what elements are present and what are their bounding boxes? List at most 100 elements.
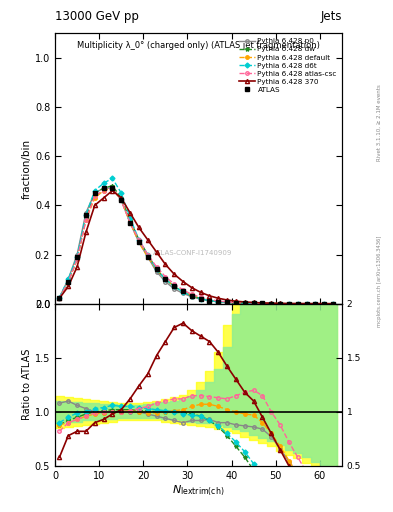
Pythia 6.428 370 [269, 300, 274, 306]
Pythia 6.428 default [286, 301, 291, 307]
Pythia 6.428 default [145, 254, 150, 260]
Pythia 6.428 atlas-csc [260, 301, 265, 307]
ATLAS [331, 301, 336, 307]
Pythia 6.428 default [172, 284, 176, 290]
Pythia 6.428 370 [260, 300, 265, 306]
Pythia 6.428 default [136, 239, 141, 245]
Pythia 6.428 d6t [278, 301, 283, 307]
Pythia 6.428 p0 [145, 254, 150, 260]
Line: Pythia 6.428 d6t: Pythia 6.428 d6t [58, 177, 335, 306]
Line: Pythia 6.428 p0: Pythia 6.428 p0 [58, 186, 335, 306]
Pythia 6.428 dw [233, 300, 238, 306]
ATLAS [233, 300, 238, 306]
Pythia 6.428 d6t [84, 212, 88, 218]
ATLAS [145, 254, 150, 260]
Pythia 6.428 atlas-csc [304, 301, 309, 307]
ATLAS [136, 239, 141, 245]
Pythia 6.428 atlas-csc [198, 294, 203, 301]
Pythia 6.428 default [296, 301, 300, 307]
Pythia 6.428 p0 [216, 299, 221, 305]
Pythia 6.428 p0 [331, 301, 336, 307]
Pythia 6.428 dw [278, 301, 283, 307]
ATLAS [286, 301, 291, 307]
Pythia 6.428 d6t [322, 301, 327, 307]
ATLAS [119, 197, 123, 203]
Pythia 6.428 d6t [216, 298, 221, 305]
ATLAS [84, 212, 88, 218]
Pythia 6.428 default [322, 301, 327, 307]
Text: ATLAS-CONF-I1740909: ATLAS-CONF-I1740909 [153, 250, 232, 256]
Pythia 6.428 atlas-csc [110, 185, 115, 191]
ATLAS [207, 297, 212, 304]
Pythia 6.428 370 [322, 301, 327, 307]
Pythia 6.428 dw [119, 195, 123, 201]
Pythia 6.428 d6t [145, 251, 150, 258]
Pythia 6.428 d6t [172, 284, 176, 290]
Pythia 6.428 d6t [128, 215, 132, 221]
Pythia 6.428 atlas-csc [313, 301, 318, 307]
Pythia 6.428 dw [128, 217, 132, 223]
ATLAS [313, 301, 318, 307]
Pythia 6.428 d6t [207, 297, 212, 304]
Pythia 6.428 370 [286, 301, 291, 307]
Pythia 6.428 370 [189, 285, 194, 291]
Pythia 6.428 d6t [119, 190, 123, 196]
Pythia 6.428 atlas-csc [84, 217, 88, 223]
Pythia 6.428 d6t [163, 276, 168, 282]
Pythia 6.428 370 [278, 301, 283, 307]
Pythia 6.428 atlas-csc [251, 300, 256, 306]
Pythia 6.428 dw [260, 301, 265, 307]
Pythia 6.428 d6t [225, 300, 230, 306]
Pythia 6.428 p0 [84, 209, 88, 216]
Line: Pythia 6.428 370: Pythia 6.428 370 [57, 188, 335, 306]
Pythia 6.428 dw [145, 251, 150, 258]
Pythia 6.428 atlas-csc [57, 295, 62, 302]
Pythia 6.428 370 [119, 195, 123, 201]
Pythia 6.428 dw [181, 289, 185, 295]
Pythia 6.428 atlas-csc [207, 296, 212, 303]
ATLAS [260, 301, 265, 307]
Pythia 6.428 default [57, 295, 62, 302]
Pythia 6.428 p0 [181, 290, 185, 296]
Pythia 6.428 d6t [101, 180, 106, 186]
ATLAS [198, 296, 203, 302]
Pythia 6.428 default [278, 301, 283, 307]
Text: mcplots.cern.ch [arXiv:1306.3436]: mcplots.cern.ch [arXiv:1306.3436] [377, 236, 382, 327]
Pythia 6.428 370 [66, 284, 71, 290]
Pythia 6.428 atlas-csc [119, 197, 123, 203]
Pythia 6.428 p0 [57, 294, 62, 301]
Pythia 6.428 atlas-csc [101, 187, 106, 194]
Pythia 6.428 atlas-csc [128, 220, 132, 226]
Y-axis label: Ratio to ATLAS: Ratio to ATLAS [22, 349, 32, 420]
Pythia 6.428 default [233, 300, 238, 306]
ATLAS [128, 220, 132, 226]
Pythia 6.428 d6t [154, 266, 159, 272]
ATLAS [154, 266, 159, 272]
ATLAS [163, 276, 168, 282]
Pythia 6.428 atlas-csc [216, 298, 221, 304]
Pythia 6.428 p0 [119, 197, 123, 203]
ATLAS [57, 295, 62, 302]
Pythia 6.428 dw [269, 301, 274, 307]
Pythia 6.428 dw [57, 295, 62, 301]
Pythia 6.428 atlas-csc [242, 300, 247, 306]
Pythia 6.428 dw [286, 301, 291, 307]
Pythia 6.428 370 [172, 271, 176, 278]
Pythia 6.428 370 [216, 295, 221, 302]
Pythia 6.428 p0 [313, 301, 318, 307]
Text: Multiplicity λ_0° (charged only) (ATLAS jet fragmentation): Multiplicity λ_0° (charged only) (ATLAS … [77, 41, 320, 50]
Pythia 6.428 d6t [75, 254, 79, 260]
Pythia 6.428 d6t [251, 301, 256, 307]
Pythia 6.428 d6t [181, 289, 185, 295]
Pythia 6.428 dw [251, 301, 256, 307]
Pythia 6.428 atlas-csc [331, 301, 336, 307]
Pythia 6.428 default [181, 288, 185, 294]
Pythia 6.428 atlas-csc [225, 299, 230, 305]
Pythia 6.428 d6t [136, 237, 141, 243]
Pythia 6.428 default [207, 297, 212, 303]
Pythia 6.428 p0 [154, 269, 159, 275]
Pythia 6.428 default [251, 300, 256, 306]
Pythia 6.428 atlas-csc [181, 287, 185, 293]
Pythia 6.428 370 [181, 279, 185, 285]
ATLAS [172, 284, 176, 290]
